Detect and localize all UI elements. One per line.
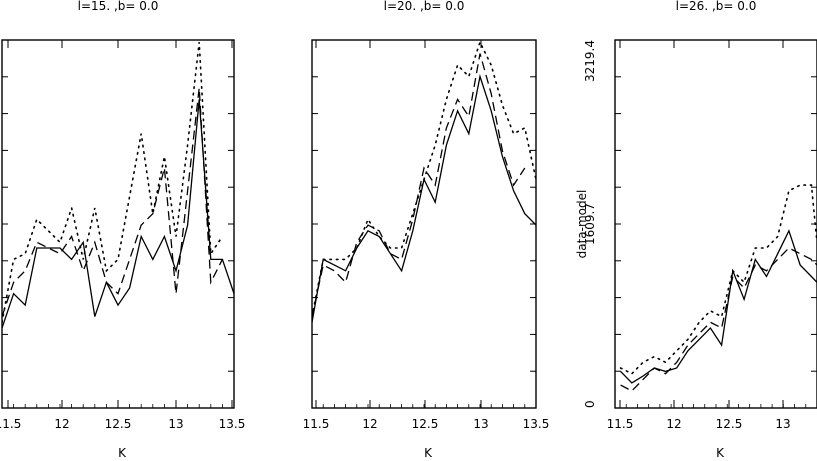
series-line-solid: [312, 73, 536, 323]
x-tick-label: 13: [473, 417, 488, 431]
x-tick-label: 13: [775, 417, 790, 431]
x-tick-label: 11.5: [607, 417, 634, 431]
x-tick-label: 12: [666, 417, 681, 431]
x-axis-label: K: [424, 446, 433, 460]
series-line-dotted: [2, 42, 224, 324]
x-tick-label: 11.5: [303, 417, 330, 431]
plot-frame: [614, 39, 817, 409]
y-tick-label: 3219.4: [0, 40, 3, 82]
y-tick-label: 0: [0, 400, 3, 408]
x-tick-label: 13.5: [219, 417, 246, 431]
x-tick-label: 12.5: [716, 417, 743, 431]
chart-title: l=26. ,b= 0.0: [676, 0, 757, 13]
series-line-dashed: [312, 53, 526, 317]
x-tick-label: 12: [54, 417, 69, 431]
x-tick-label: 12.5: [105, 417, 132, 431]
series-line-dotted: [312, 40, 536, 318]
x-tick-label: 13.5: [523, 417, 550, 431]
y-tick-label: 1609.7: [0, 203, 3, 245]
chart-title: l=15. ,b= 0.0: [78, 0, 159, 13]
x-tick-label: 12.5: [412, 417, 439, 431]
series-line-dashed: [2, 87, 223, 317]
series-line-dotted: [619, 184, 817, 375]
y-tick-label: 1609.7: [583, 203, 597, 245]
x-tick-label: 11.5: [0, 417, 21, 431]
chart-panel-2: l=20. ,b= 0.0 11.5 12 12.5 13 13.5 K 0 1609.7 321…: [303, 0, 597, 460]
plot-frame: [311, 39, 537, 409]
x-axis-label: K: [716, 446, 725, 460]
x-tick-label: 13: [168, 417, 183, 431]
x-axis-label: K: [118, 446, 127, 460]
series-line-solid: [2, 99, 234, 329]
y-tick-label: 3219.4: [583, 40, 597, 82]
y-axis-label: data-model: [575, 190, 589, 259]
chart-title: l=20. ,b= 0.0: [384, 0, 465, 13]
series-line-solid: [620, 229, 817, 384]
x-tick-label: 12: [362, 417, 377, 431]
series-line-dashed: [620, 247, 817, 392]
y-tick-label: 0: [583, 400, 597, 408]
chart-panel-1: l=15. ,b= 0.0 11.5 12 12.5 13 13.5 K: [0, 0, 245, 460]
